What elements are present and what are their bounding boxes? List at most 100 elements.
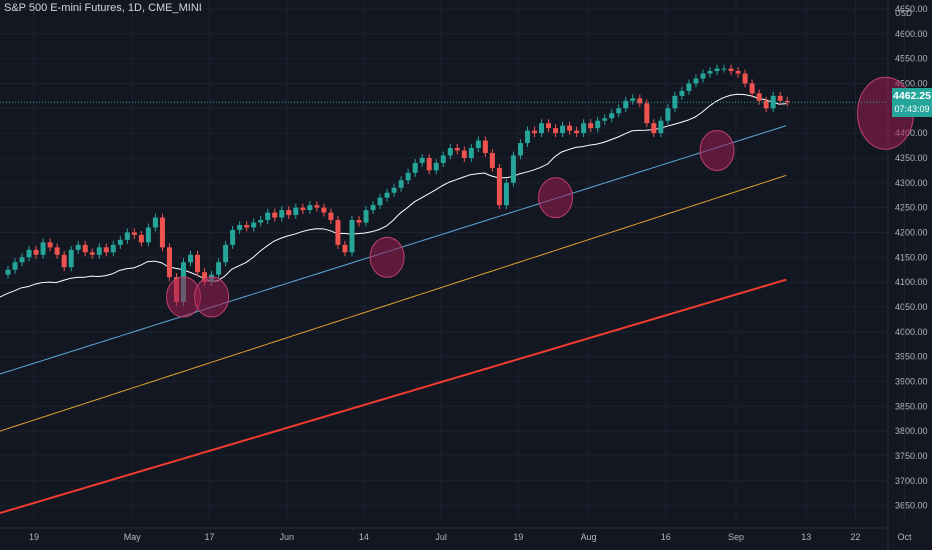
candle-body [370, 205, 376, 211]
y-tick-label: 3850.00 [895, 401, 928, 411]
candle-body [5, 269, 11, 275]
candle-body [524, 130, 530, 144]
candle-body [665, 108, 671, 121]
candle-body [117, 239, 123, 245]
candle-body [623, 100, 629, 109]
candle-body [588, 123, 594, 129]
x-tick-label: 19 [29, 532, 39, 542]
candle-body [616, 108, 622, 114]
candle-body [384, 192, 390, 198]
x-tick-label: Aug [581, 532, 597, 542]
currency-label: USD [895, 9, 912, 18]
candle-body [166, 247, 172, 278]
candle-body [447, 148, 453, 156]
candle-body [356, 220, 362, 223]
x-tick-label: Oct [897, 532, 912, 542]
candle-body [742, 73, 748, 84]
x-tick-label: 14 [359, 532, 369, 542]
candle-body [693, 78, 699, 84]
candle-body [300, 207, 306, 211]
candle-body [33, 249, 39, 255]
candle-body [265, 212, 271, 221]
last-price-badge: 4462.25 07:43:09 [892, 88, 932, 117]
candle-body [237, 224, 243, 230]
candle-body [679, 90, 685, 96]
candle-body [475, 140, 481, 149]
candle-body [286, 210, 292, 216]
candle-body [159, 217, 165, 248]
candle-body [96, 247, 102, 255]
candle-body [567, 125, 573, 131]
y-tick-label: 4650.00 [895, 4, 928, 14]
candle-body [293, 207, 299, 216]
candle-body [202, 272, 208, 283]
candle-body [763, 100, 769, 109]
candle-body [131, 232, 137, 235]
candle-body [89, 252, 95, 255]
candle-body [700, 73, 706, 79]
candle-body [672, 95, 678, 109]
candle-body [630, 98, 636, 101]
candle-body [398, 180, 404, 188]
x-tick-label: Jul [435, 532, 447, 542]
y-tick-label: 3700.00 [895, 476, 928, 486]
candle-body [321, 207, 327, 213]
candle-body [644, 103, 650, 124]
x-tick-label: 22 [850, 532, 860, 542]
x-tick-label: 16 [661, 532, 671, 542]
candle-body [461, 150, 467, 158]
candle-body [433, 162, 439, 171]
candle-body [686, 83, 692, 91]
candle-body [574, 130, 580, 134]
x-tick-label: 13 [801, 532, 811, 542]
x-tick-label: 19 [513, 532, 523, 542]
highlight-circle [538, 177, 574, 219]
candle-body [510, 155, 516, 183]
candle-body [517, 143, 523, 156]
candle-body [272, 212, 278, 218]
y-tick-label: 3900.00 [895, 376, 928, 386]
candle-body [405, 172, 411, 181]
candle-body [244, 224, 250, 228]
candle-body [103, 247, 109, 253]
y-tick-label: 4250.00 [895, 203, 928, 213]
candle-body [412, 162, 418, 173]
symbol-title[interactable]: S&P 500 E-mini Futures, 1D, CME_MINI [4, 2, 202, 14]
candle-body [770, 95, 776, 109]
moving-average-line [0, 278, 787, 514]
candle-body [258, 220, 264, 223]
candle-body [440, 155, 446, 163]
candle-body [503, 182, 509, 206]
candle-body [651, 123, 657, 134]
candle-body [82, 244, 88, 253]
last-price-value: 4462.25 [893, 90, 931, 102]
highlight-circle [194, 276, 230, 318]
moving-average-line [0, 174, 787, 432]
x-tick-label: May [124, 532, 142, 542]
candle-body [54, 247, 60, 255]
candle-body [546, 123, 552, 129]
candle-body [110, 244, 116, 253]
candle-body [784, 100, 790, 103]
candle-body [749, 83, 755, 94]
y-tick-label: 4400.00 [895, 128, 928, 138]
bar-countdown: 07:43:09 [894, 104, 930, 114]
y-tick-label: 4150.00 [895, 252, 928, 262]
candle-body [377, 197, 383, 206]
candle-body [342, 244, 348, 253]
candle-body [26, 249, 32, 258]
candle-body [145, 227, 151, 243]
x-tick-label: 17 [204, 532, 214, 542]
candle-body [349, 220, 355, 253]
y-tick-label: 4600.00 [895, 29, 928, 39]
y-tick-label: 3650.00 [895, 501, 928, 511]
y-tick-label: 4350.00 [895, 153, 928, 163]
x-tick-label: Sep [728, 532, 744, 542]
candle-body [68, 249, 74, 268]
candle-body [595, 120, 601, 129]
candle-body [19, 257, 25, 263]
candle-body [138, 234, 144, 243]
candle-body [279, 210, 285, 218]
y-tick-label: 4000.00 [895, 327, 928, 337]
